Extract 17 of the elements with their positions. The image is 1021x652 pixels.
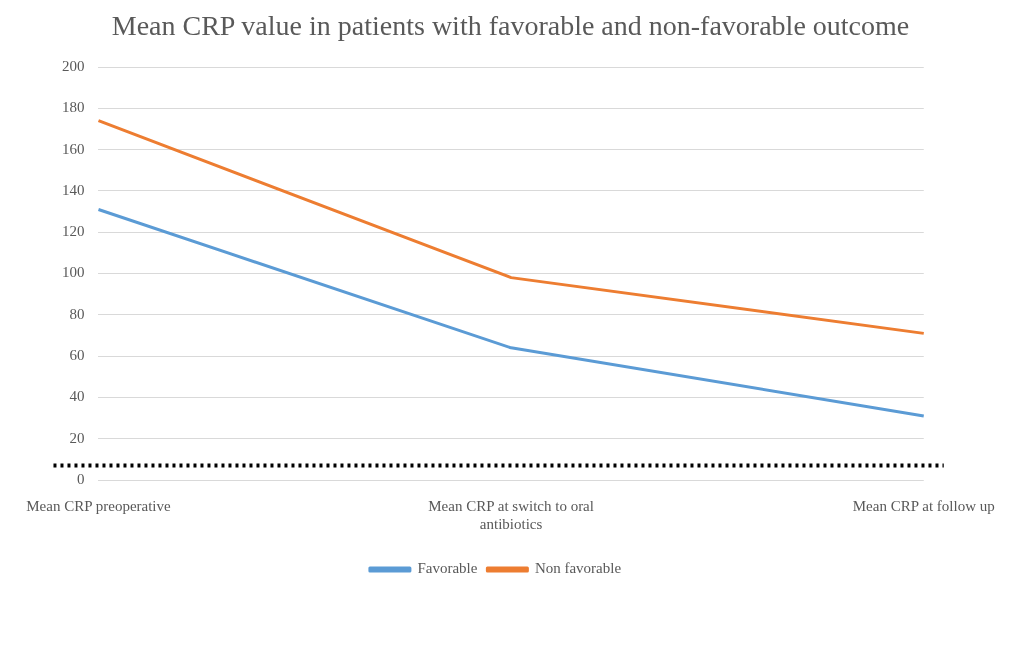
y-tick-label: 180 (61, 99, 85, 116)
y-tick-label: 20 (69, 430, 85, 447)
legend-label: Non favorable (534, 560, 622, 577)
x-tick-label: Mean CRP preoperative (26, 498, 172, 515)
x-tick-label: Mean CRP at follow up (852, 498, 995, 515)
y-tick-label: 60 (69, 347, 85, 364)
y-tick-label: 100 (61, 264, 85, 281)
legend-label: Favorable (417, 560, 478, 577)
y-tick-label: 120 (61, 223, 85, 240)
y-tick-label: 40 (69, 388, 85, 405)
y-tick-label: 200 (61, 58, 85, 75)
chart-title: Mean CRP value in patients with favorable and non-favorable outcome (110, 9, 911, 43)
x-tick-label: Mean CRP at switch to oral antibiotics (428, 498, 594, 533)
y-tick-label: 140 (61, 182, 85, 199)
y-tick-label: 0 (76, 471, 85, 488)
y-tick-label: 160 (61, 140, 85, 157)
y-tick-label: 80 (69, 306, 85, 323)
